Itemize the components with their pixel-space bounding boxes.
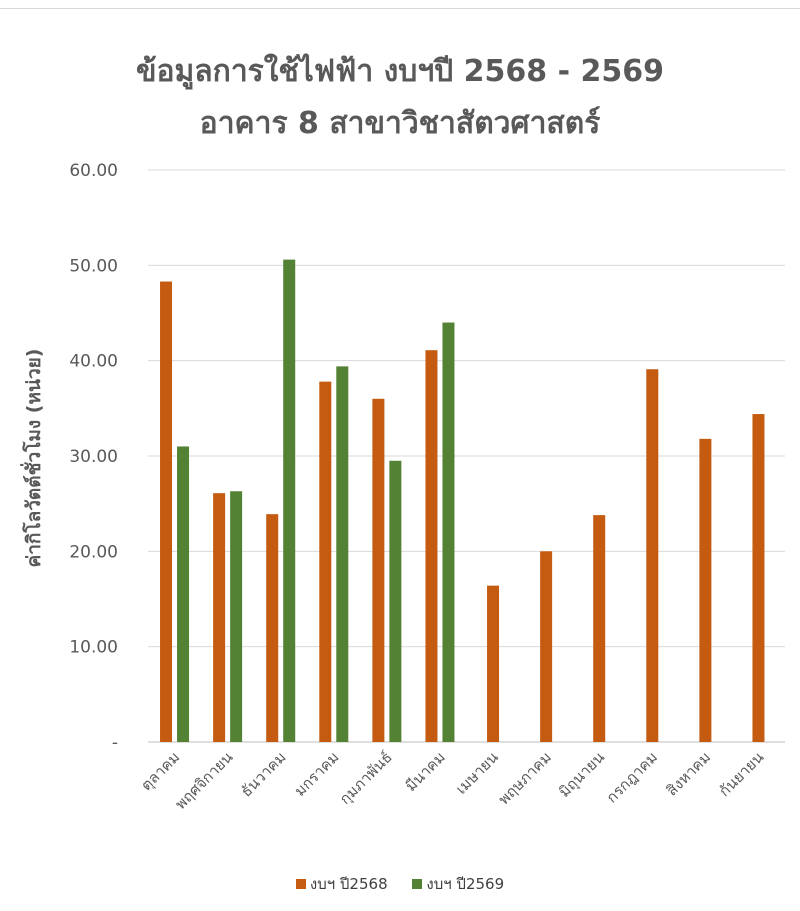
bar-2568 <box>425 350 438 742</box>
legend-swatch-2569 <box>412 879 423 889</box>
x-tick-label: มกราคม <box>291 748 343 800</box>
legend-item-2568: งบฯ ปี2568 <box>295 872 388 896</box>
x-tick-label: พฤศจิกายน <box>172 748 237 813</box>
bar-2568 <box>319 381 332 742</box>
bar-2568 <box>372 398 385 742</box>
bar-2568 <box>266 514 279 742</box>
x-tick-label: กรกฎาคม <box>603 748 661 806</box>
bar-2568 <box>593 515 606 742</box>
legend-item-2569: งบฯ ปี2569 <box>412 872 504 896</box>
bar-2569 <box>177 446 190 742</box>
bar-2569 <box>230 491 243 742</box>
y-tick-label: - <box>112 733 118 753</box>
x-tick-label: พฤษภาคม <box>495 748 555 808</box>
x-tick-label: มีนาคม <box>402 748 449 795</box>
x-tick-label: มิถุนายน <box>555 748 609 802</box>
legend-label-2568: งบฯ ปี2568 <box>309 875 388 893</box>
x-tick-label: ธันวาคม <box>237 748 289 800</box>
x-tick-label: ตุลาคม <box>137 748 184 795</box>
chart-title-line-2: อาคาร 8 สาขาวิชาสัตวศาสตร์ <box>199 106 601 141</box>
bar-2569 <box>283 259 296 742</box>
bar-2568 <box>487 585 500 742</box>
bar-2568 <box>699 438 712 742</box>
y-tick-label: 30.00 <box>69 447 118 467</box>
bar-2568 <box>540 551 553 742</box>
bar-2569 <box>389 460 402 742</box>
chart-top-border <box>0 8 800 9</box>
x-tick-label: กุมภาพันธ์ <box>336 748 397 809</box>
x-tick-label: สิงหาคม <box>663 748 714 799</box>
x-tick-label: เมษายน <box>452 748 502 798</box>
bar-2568 <box>213 493 226 742</box>
y-tick-label: 50.00 <box>69 256 118 276</box>
legend-swatch-2568 <box>295 879 306 889</box>
bar-2568 <box>752 414 765 742</box>
chart-title-line-1: ข้อมูลการใช้ไฟฟ้า งบฯปี 2568 - 2569 <box>135 54 665 89</box>
y-tick-label: 60.00 <box>69 161 118 181</box>
legend-label-2569: งบฯ ปี2569 <box>426 875 505 893</box>
y-axis-title: ค่ากิโลวัตต์ชั่วโมง (หน่วย) <box>20 349 45 568</box>
bar-2568 <box>160 281 173 742</box>
bar-2569 <box>442 322 455 742</box>
chart-legend: งบฯ ปี2568 งบฯ ปี2569 <box>0 872 800 896</box>
y-tick-label: 20.00 <box>69 542 118 562</box>
y-tick-label: 40.00 <box>69 352 118 372</box>
x-tick-label: กันยายน <box>715 748 767 800</box>
bar-2568 <box>646 369 659 742</box>
bar-2569 <box>336 366 349 742</box>
y-tick-label: 10.00 <box>69 638 118 658</box>
